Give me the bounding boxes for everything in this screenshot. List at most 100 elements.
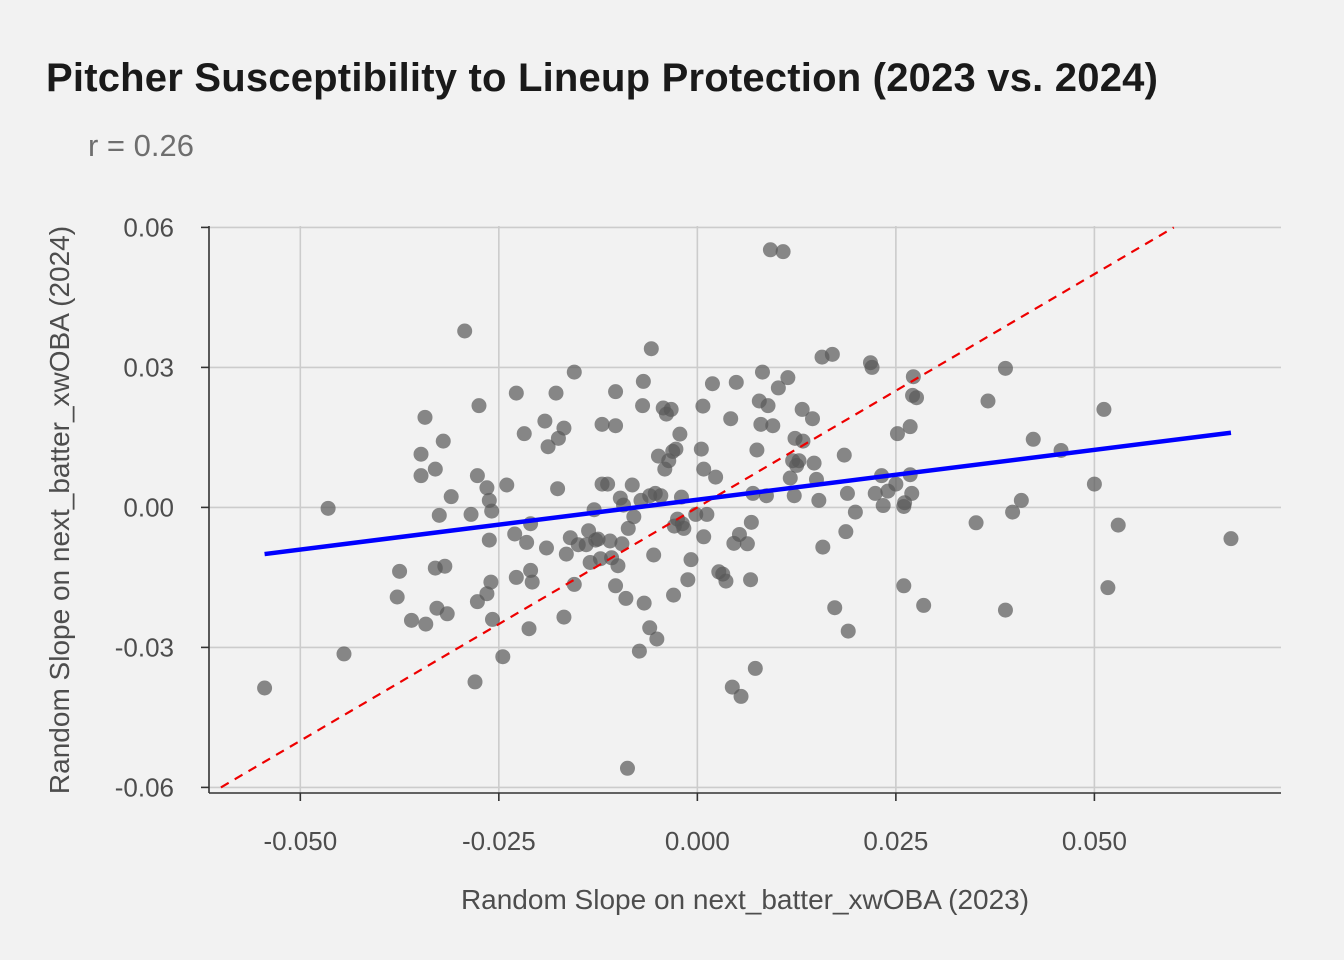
data-point bbox=[760, 398, 776, 414]
data-point bbox=[508, 385, 524, 401]
data-point bbox=[608, 384, 624, 400]
data-point bbox=[749, 442, 765, 458]
data-point bbox=[840, 623, 856, 639]
data-point bbox=[643, 341, 659, 357]
data-point bbox=[602, 533, 618, 549]
data-point bbox=[896, 578, 912, 594]
data-point bbox=[1013, 492, 1029, 508]
data-point bbox=[479, 586, 495, 602]
data-point bbox=[508, 569, 524, 585]
data-point bbox=[594, 416, 610, 432]
data-point bbox=[680, 572, 696, 588]
data-point bbox=[437, 558, 453, 574]
data-point bbox=[558, 546, 574, 562]
data-point bbox=[663, 401, 679, 417]
data-point bbox=[566, 364, 582, 380]
data-point bbox=[838, 524, 854, 540]
data-point bbox=[635, 373, 651, 389]
data-point bbox=[484, 503, 500, 519]
data-point bbox=[619, 760, 635, 776]
y-tick-label: 0.00 bbox=[123, 492, 174, 522]
data-point bbox=[403, 612, 419, 628]
data-point bbox=[888, 476, 904, 492]
data-point bbox=[608, 418, 624, 434]
data-point bbox=[815, 539, 831, 555]
data-point bbox=[626, 509, 642, 525]
data-point bbox=[649, 631, 665, 647]
data-point bbox=[804, 411, 820, 427]
data-point bbox=[614, 536, 630, 552]
y-tick-label: 0.03 bbox=[123, 352, 174, 382]
data-point bbox=[909, 390, 925, 406]
data-point bbox=[389, 589, 405, 605]
data-point bbox=[483, 574, 499, 590]
data-point bbox=[1005, 504, 1021, 520]
data-point bbox=[786, 488, 802, 504]
data-point bbox=[431, 507, 447, 523]
data-point bbox=[997, 360, 1013, 376]
data-point bbox=[463, 506, 479, 522]
data-point bbox=[443, 489, 459, 505]
data-point bbox=[968, 515, 984, 531]
data-point bbox=[1223, 531, 1239, 547]
data-point bbox=[997, 602, 1013, 618]
data-point bbox=[827, 600, 843, 616]
data-points bbox=[257, 242, 1239, 776]
data-point bbox=[413, 446, 429, 462]
data-point bbox=[516, 426, 532, 442]
data-point bbox=[566, 576, 582, 592]
chart-subtitle: r = 0.26 bbox=[88, 128, 194, 163]
y-axis-title: Random Slope on next_batter_xwOBA (2024) bbox=[44, 226, 75, 794]
data-point bbox=[905, 369, 921, 385]
data-point bbox=[754, 364, 770, 380]
data-point bbox=[538, 540, 554, 556]
data-point bbox=[676, 520, 692, 536]
data-point bbox=[980, 393, 996, 409]
x-axis-title: Random Slope on next_batter_xwOBA (2023) bbox=[461, 884, 1029, 915]
data-point bbox=[600, 476, 616, 492]
data-point bbox=[392, 563, 408, 579]
data-point bbox=[770, 380, 786, 396]
data-point bbox=[864, 359, 880, 375]
data-point bbox=[620, 520, 636, 536]
data-point bbox=[902, 419, 918, 435]
data-point bbox=[747, 660, 763, 676]
data-point bbox=[696, 461, 712, 477]
data-point bbox=[550, 481, 566, 497]
grid-lines bbox=[209, 226, 1281, 793]
data-point bbox=[479, 480, 495, 496]
data-point bbox=[739, 536, 755, 552]
data-point bbox=[695, 398, 711, 414]
data-point bbox=[467, 674, 483, 690]
data-point bbox=[523, 562, 539, 578]
data-point bbox=[556, 609, 572, 625]
data-point bbox=[646, 547, 662, 563]
data-point bbox=[839, 485, 855, 501]
data-point bbox=[484, 611, 500, 627]
data-point bbox=[1100, 580, 1116, 596]
x-tick-label: 0.000 bbox=[665, 826, 730, 856]
data-point bbox=[867, 485, 883, 501]
data-point bbox=[521, 621, 537, 637]
data-point bbox=[791, 453, 807, 469]
data-point bbox=[875, 498, 891, 514]
data-point bbox=[610, 558, 626, 574]
y-tick-label: 0.06 bbox=[123, 212, 174, 242]
data-point bbox=[507, 526, 523, 542]
regression-line bbox=[264, 430, 1232, 557]
y-tick-label: -0.06 bbox=[115, 772, 174, 802]
data-point bbox=[916, 597, 932, 613]
data-point bbox=[693, 441, 709, 457]
data-point bbox=[889, 426, 905, 442]
data-point bbox=[795, 433, 811, 449]
reference-lines bbox=[220, 226, 1232, 789]
data-point bbox=[608, 578, 624, 594]
data-point bbox=[704, 376, 720, 392]
data-point bbox=[556, 420, 572, 436]
y-tick-label: -0.03 bbox=[115, 632, 174, 662]
data-point bbox=[806, 455, 822, 471]
data-point bbox=[457, 323, 473, 339]
x-tick-label: -0.050 bbox=[263, 826, 337, 856]
x-tick-label: 0.050 bbox=[1062, 826, 1127, 856]
